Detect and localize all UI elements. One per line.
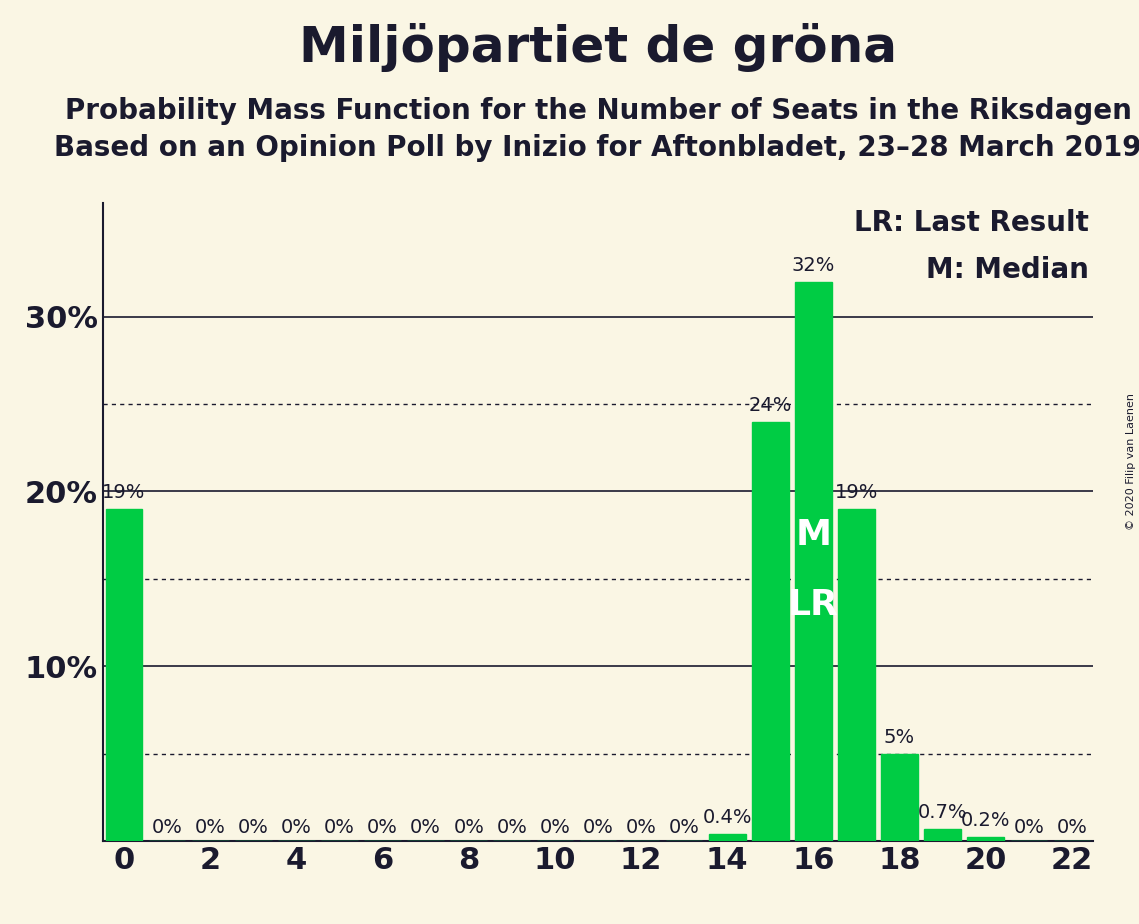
Text: 0%: 0%: [410, 819, 441, 837]
Text: 0%: 0%: [151, 819, 182, 837]
Text: © 2020 Filip van Laenen: © 2020 Filip van Laenen: [1126, 394, 1136, 530]
Text: 0.4%: 0.4%: [703, 808, 752, 827]
Text: 0%: 0%: [281, 819, 312, 837]
Text: 19%: 19%: [835, 483, 878, 502]
Bar: [752, 421, 788, 841]
Text: 0%: 0%: [1014, 819, 1044, 837]
Text: Miljöpartiet de gröna: Miljöpartiet de gröna: [298, 23, 898, 72]
Text: Probability Mass Function for the Number of Seats in the Riksdagen: Probability Mass Function for the Number…: [65, 97, 1131, 125]
Text: 0%: 0%: [367, 819, 398, 837]
Text: LR: Last Result: LR: Last Result: [854, 209, 1089, 237]
Text: 19%: 19%: [103, 483, 146, 502]
Text: 5%: 5%: [884, 727, 915, 747]
Text: 0.7%: 0.7%: [918, 803, 967, 821]
Bar: [106, 509, 142, 841]
Bar: [925, 829, 961, 841]
Text: 0%: 0%: [669, 819, 699, 837]
Text: 24%: 24%: [748, 395, 792, 415]
Text: 0%: 0%: [238, 819, 269, 837]
Text: 0.2%: 0.2%: [961, 811, 1010, 831]
Text: Based on an Opinion Poll by Inizio for Aftonbladet, 23–28 March 2019: Based on an Opinion Poll by Inizio for A…: [55, 134, 1139, 162]
Text: 32%: 32%: [792, 256, 835, 275]
Bar: [882, 753, 918, 841]
Text: 0%: 0%: [582, 819, 614, 837]
Text: 0%: 0%: [497, 819, 527, 837]
Text: 0%: 0%: [195, 819, 226, 837]
Text: 0%: 0%: [453, 819, 484, 837]
Text: M: Median: M: Median: [926, 256, 1089, 284]
Bar: [838, 509, 875, 841]
Bar: [795, 282, 831, 841]
Text: 0%: 0%: [323, 819, 355, 837]
Text: 0%: 0%: [625, 819, 656, 837]
Text: 0%: 0%: [540, 819, 571, 837]
Text: LR: LR: [788, 588, 838, 622]
Bar: [708, 833, 746, 841]
Bar: [967, 837, 1005, 841]
Text: M: M: [795, 518, 831, 553]
Text: 0%: 0%: [1057, 819, 1088, 837]
